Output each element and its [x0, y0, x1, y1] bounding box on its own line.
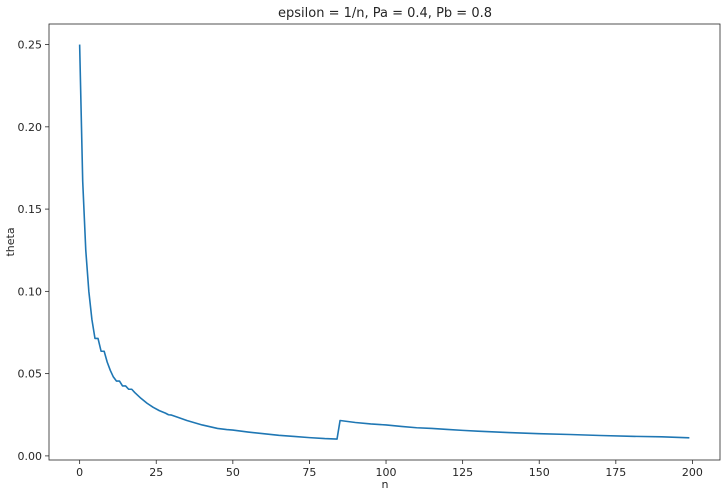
plot-area: [78, 44, 690, 440]
axes-frame: [48, 23, 721, 461]
x-tick-label: 50: [226, 466, 240, 479]
y-tick-label: 0.05: [18, 368, 43, 381]
y-tick-label: 0.10: [18, 285, 43, 298]
y-tick-label: 0.25: [18, 39, 43, 52]
x-axis: 0 25 50 75 100 125 150 175 200: [76, 460, 703, 479]
x-tick-label: 75: [302, 466, 316, 479]
series-line: [78, 44, 690, 440]
chart-title: epsilon = 1/n, Pa = 0.4, Pb = 0.8: [278, 6, 492, 21]
x-axis-label: n: [382, 478, 389, 491]
x-tick-label: 150: [529, 466, 550, 479]
x-tick-label: 175: [605, 466, 626, 479]
x-tick-label: 125: [452, 466, 473, 479]
x-tick-label: 0: [76, 466, 83, 479]
y-tick-label: 0.00: [18, 450, 43, 463]
x-tick-label: 25: [149, 466, 163, 479]
y-axis: 0.00 0.05 0.10 0.15 0.20 0.25: [18, 39, 49, 463]
x-tick-label: 100: [376, 466, 397, 479]
x-tick-label: 200: [682, 466, 703, 479]
y-tick-label: 0.20: [18, 121, 43, 134]
y-tick-label: 0.15: [18, 203, 43, 216]
y-axis-label: theta: [4, 227, 17, 256]
